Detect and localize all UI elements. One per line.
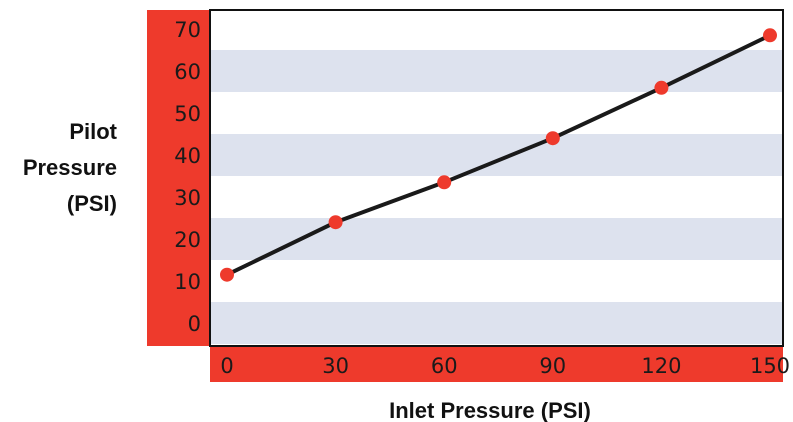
y-tick-label: 10 — [174, 270, 201, 294]
series-group — [220, 28, 777, 282]
data-point — [328, 215, 343, 230]
y-tick-label: 70 — [174, 18, 201, 42]
series-line — [226, 33, 771, 277]
x-axis-ticks: 0 30 60 90 120 150 — [220, 354, 790, 378]
y-tick-label: 0 — [188, 312, 201, 336]
grid-stripe — [210, 50, 783, 92]
y-axis-ticks: 0 10 20 30 40 50 60 70 — [174, 18, 201, 336]
y-tick-label: 20 — [174, 228, 201, 252]
y-tick-label: 50 — [174, 102, 201, 126]
grid-stripe — [210, 218, 783, 260]
x-tick-label: 30 — [322, 354, 349, 378]
data-point — [220, 267, 234, 282]
plot-area — [209, 9, 784, 347]
y-tick-label: 30 — [174, 186, 201, 210]
data-point — [545, 131, 560, 146]
data-point — [654, 80, 669, 95]
x-tick-label: 90 — [539, 354, 566, 378]
grid-stripe — [210, 134, 783, 176]
y-axis-title-line-1: Pilot — [69, 119, 117, 144]
grid-stripes — [210, 50, 783, 344]
y-axis-band — [147, 10, 210, 346]
y-axis-title-line-2: Pressure — [23, 155, 117, 180]
x-axis-band — [210, 346, 783, 382]
y-axis-title-line-3: (PSI) — [67, 191, 117, 216]
grid-stripe — [210, 302, 783, 344]
y-tick-label: 60 — [174, 60, 201, 84]
x-tick-label: 120 — [641, 354, 681, 378]
x-axis-title: Inlet Pressure (PSI) — [389, 398, 591, 422]
y-tick-label: 40 — [174, 144, 201, 168]
data-point — [437, 175, 452, 190]
x-tick-label: 60 — [431, 354, 458, 378]
x-tick-label: 0 — [220, 354, 233, 378]
data-point — [763, 28, 777, 43]
x-tick-label: 150 — [750, 354, 790, 378]
